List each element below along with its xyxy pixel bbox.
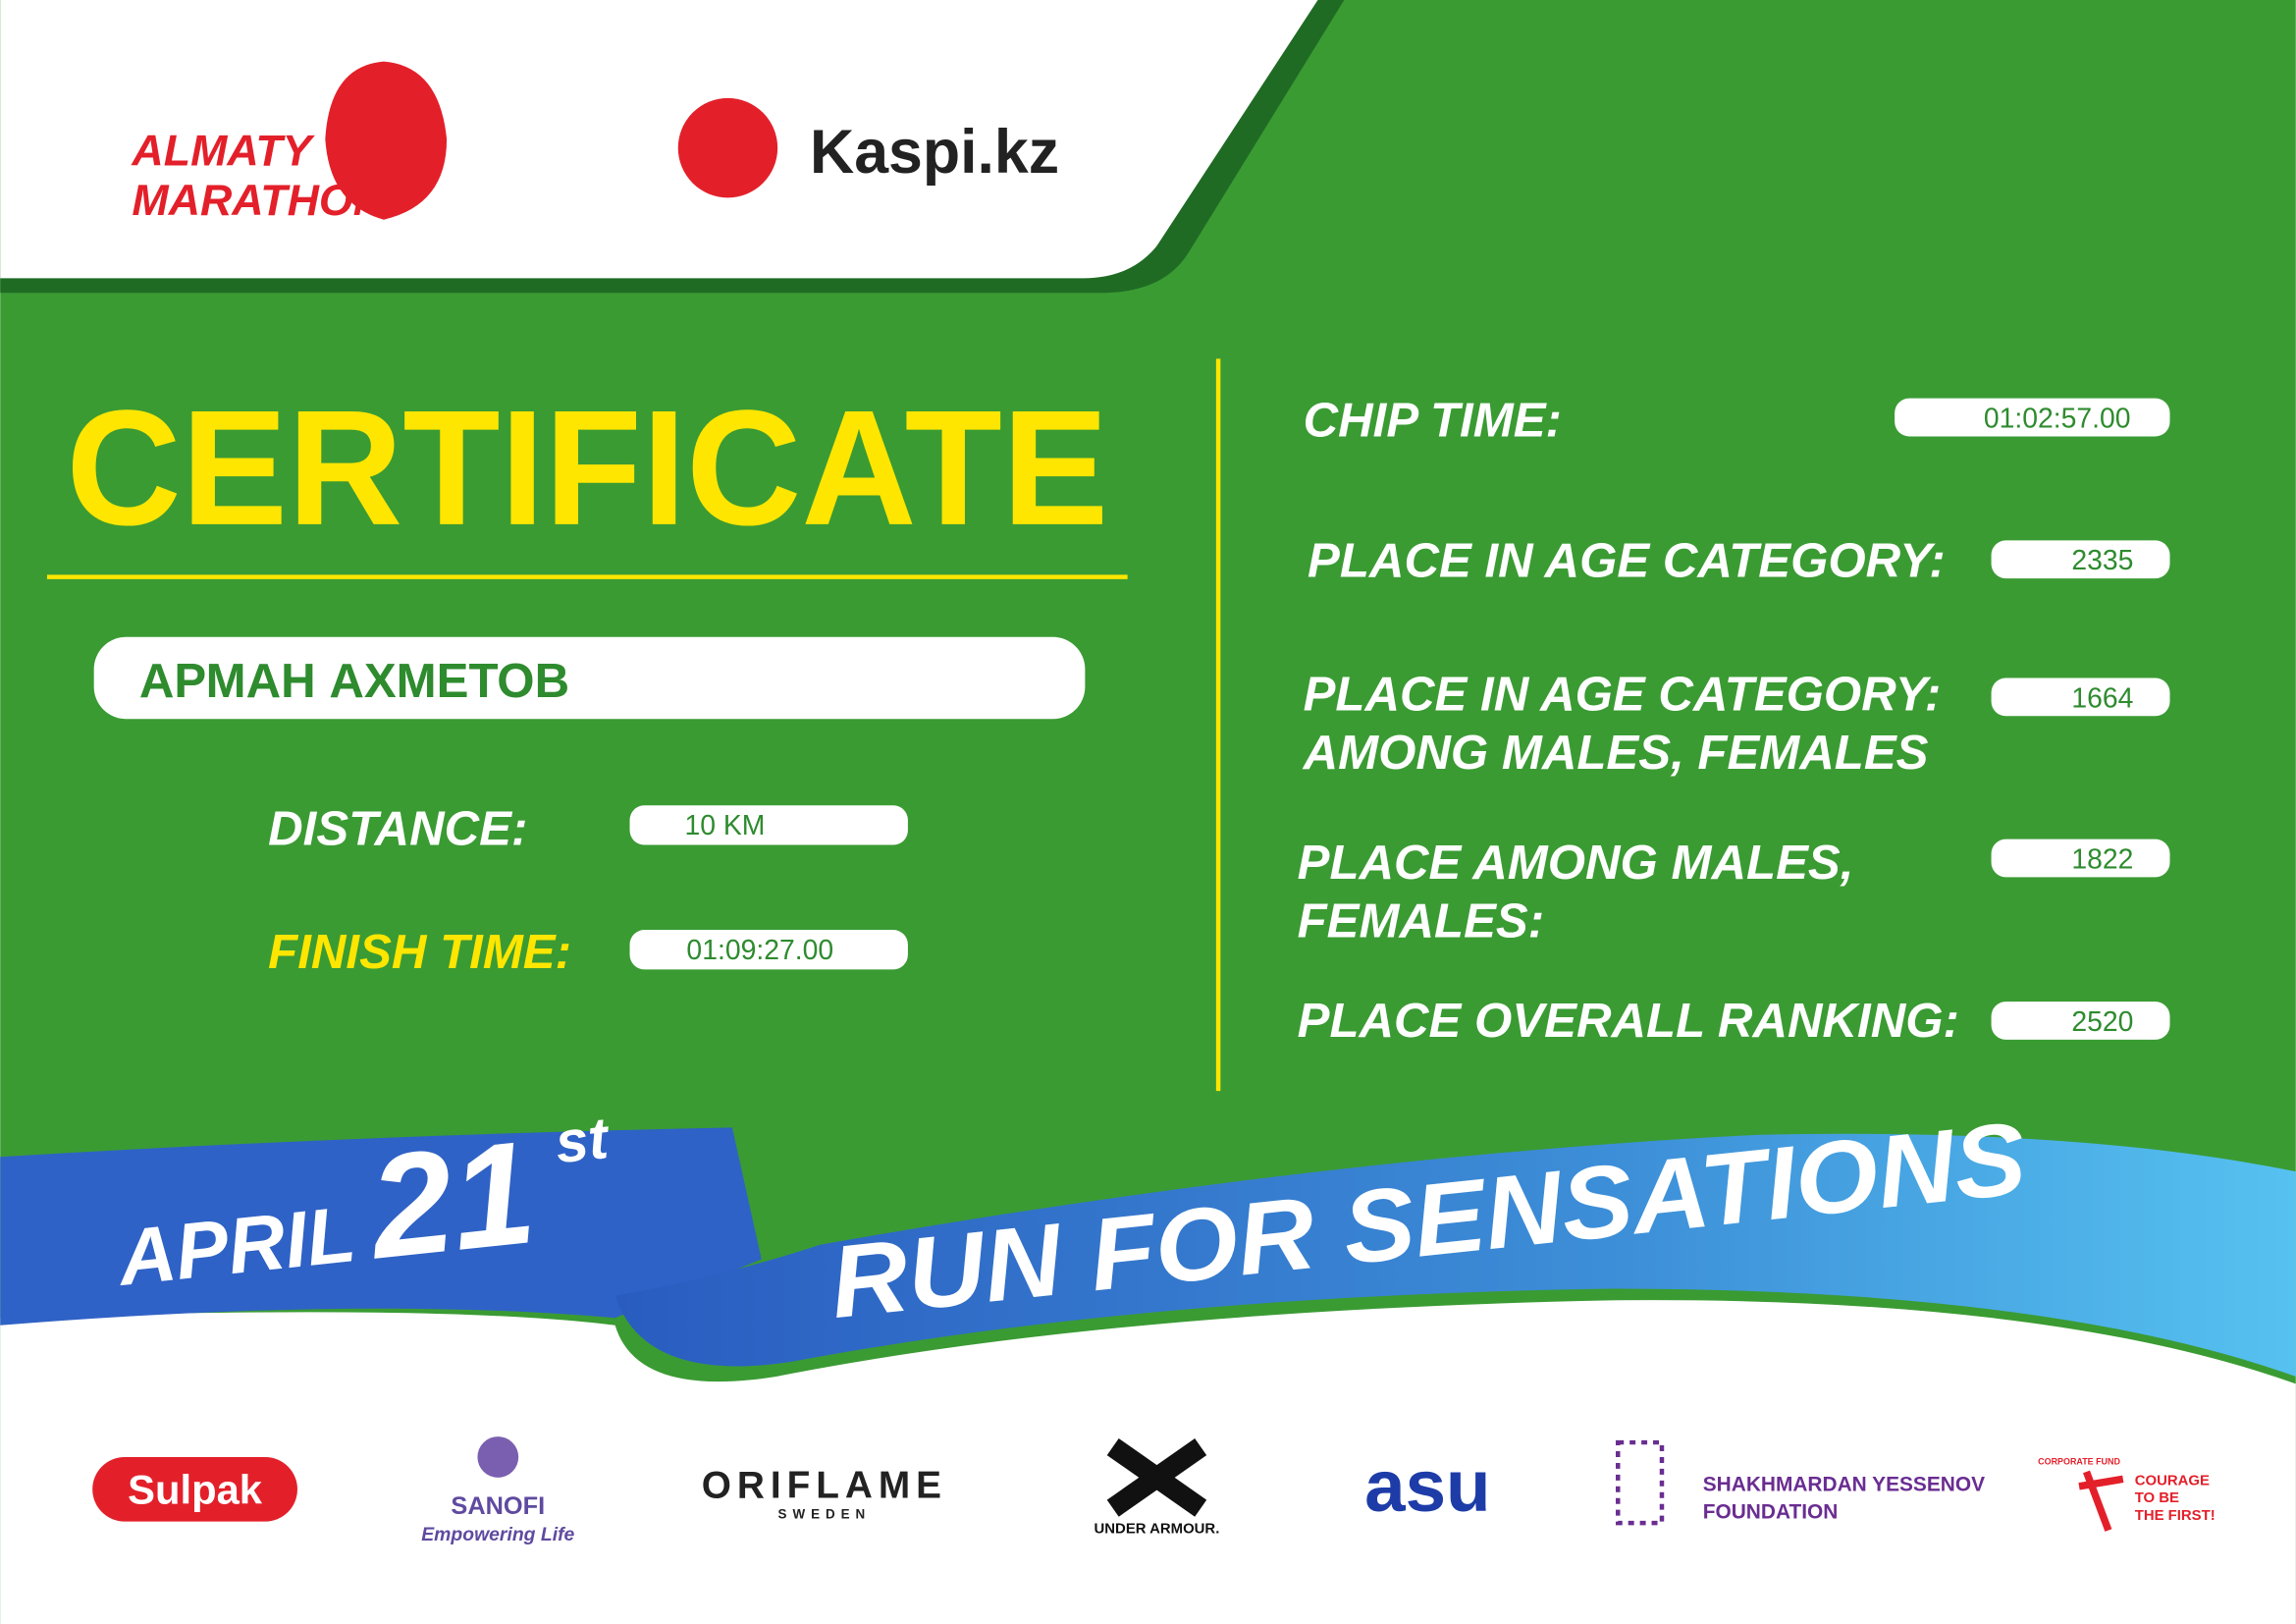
header-panel [0,0,1318,279]
sponsor: SANOFI [451,1492,545,1520]
sponsor: Sulpak [128,1467,263,1513]
banner-suffix: st [553,1105,614,1175]
logo-text: MARATHON [132,176,386,225]
courage-icon [2078,1470,2124,1532]
ribbon-main [614,1133,2296,1377]
title: CERTIFICATE [66,377,1108,560]
result-label: PLACE IN AGE CATEGORY: [1304,667,1942,721]
result-label: FEMALES: [1298,894,1544,948]
result-label: PLACE AMONG MALES, [1298,836,1854,890]
sponsor: SWEDEN [778,1507,872,1522]
sponsor: SHAKHMARDAN YESSENOV [1703,1473,1985,1495]
kaspi-icon [677,97,778,198]
value-box [1991,540,2170,579]
sponsor: ORIFLAME [702,1465,947,1507]
field-value: 10 KM [685,810,766,841]
participant-name: АРМАН АХМЕТОВ [139,654,569,708]
sponsor: TO BE [2135,1490,2179,1506]
logo-text: ALMATY [131,127,315,176]
sulpak-logo [92,1456,297,1522]
result-label: CHIP TIME: [1304,393,1562,447]
value-box [1991,677,2170,717]
result-label: PLACE IN AGE CATEGORY: [1308,534,1946,588]
result-label: AMONG MALES, FEMALES [1302,726,1929,780]
sanofi-icon [477,1436,519,1478]
sponsor: CORPORATE FUND [2038,1456,2120,1466]
banner-day: 21 [360,1110,542,1290]
result-value: 2520 [2071,1006,2133,1038]
name-box [93,636,1086,720]
field-value: 01:09:27.00 [686,935,833,966]
sponsor: COURAGE [2135,1473,2210,1489]
value-box [1991,839,2170,878]
result-label: PLACE OVERALL RANKING: [1298,994,1959,1048]
result-value: 2335 [2071,545,2133,576]
marathon-logo [325,61,448,220]
kaspi-text: Kaspi.kz [810,118,1059,187]
result-value: 1822 [2071,843,2133,875]
value-box [1895,398,2170,437]
sponsor: asu [1364,1444,1490,1527]
sponsor: Empowering Life [421,1524,574,1545]
field-label: FINISH TIME: [268,925,571,979]
ua-logo [1106,1437,1207,1517]
result-value: 1664 [2071,682,2133,714]
value-box [1991,1001,2170,1040]
sponsor: FOUNDATION [1703,1501,1839,1524]
yessenov-icon [1616,1439,1665,1526]
field-label: DISTANCE: [268,802,527,856]
ribbon-left [0,1127,762,1326]
sponsor: THE FIRST! [2135,1508,2216,1524]
value-box [629,805,908,845]
result-value: 01:02:57.00 [1984,403,2131,434]
sponsor: UNDER ARMOUR. [1095,1522,1220,1538]
value-box [629,930,908,970]
